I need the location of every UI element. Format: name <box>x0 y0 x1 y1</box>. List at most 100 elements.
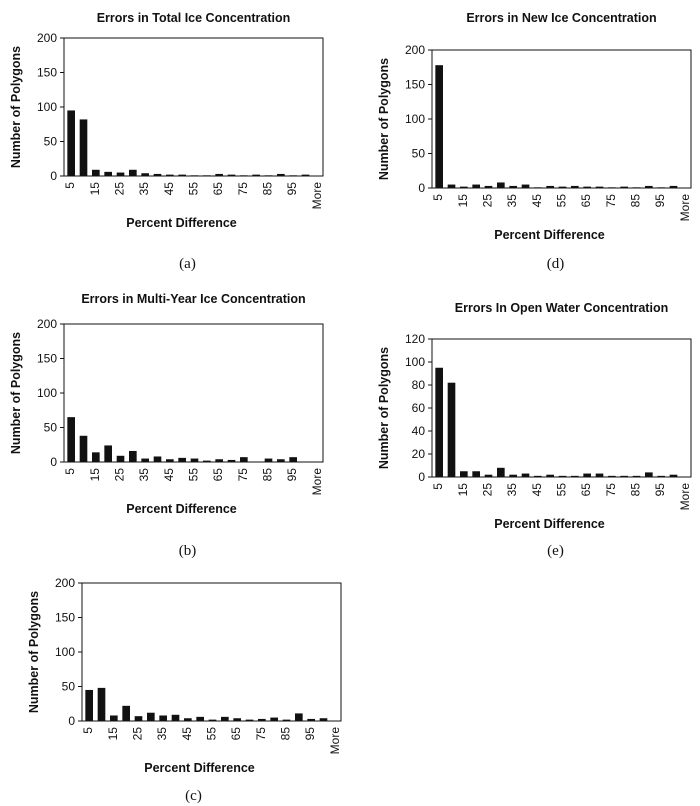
y-axis-label: Number of Polygons <box>9 46 23 168</box>
bar-35 <box>141 458 149 462</box>
bar-45 <box>166 459 174 462</box>
bar-70 <box>245 719 254 721</box>
bar-60 <box>571 185 579 188</box>
x-tick-label: 65 <box>579 194 593 208</box>
bar-10 <box>97 687 106 721</box>
bar-30 <box>129 169 137 176</box>
bar-50 <box>178 174 186 176</box>
y-tick-label: 150 <box>37 352 57 366</box>
x-tick-label: 5 <box>63 182 77 189</box>
bar-20 <box>472 184 480 188</box>
plot-frame <box>431 338 692 478</box>
bar-55 <box>190 458 199 462</box>
bar-65 <box>233 718 241 721</box>
bar-95 <box>307 718 315 721</box>
x-tick-label: 55 <box>555 194 569 208</box>
y-tick-label: 0 <box>50 455 57 469</box>
y-tick-label: 0 <box>418 470 425 484</box>
bar-35 <box>509 185 517 188</box>
bar-90 <box>645 472 653 477</box>
x-tick-label: 55 <box>187 182 201 196</box>
panel-caption: (c) <box>185 788 202 804</box>
panel-caption: (e) <box>547 543 564 559</box>
bar-65 <box>583 473 591 477</box>
bar-90 <box>277 173 285 176</box>
chart-title: Errors in New Ice Concentration <box>466 11 656 25</box>
bar-75 <box>608 475 616 477</box>
bar-60 <box>203 460 211 462</box>
bar-25 <box>484 185 493 188</box>
y-tick-label: 200 <box>55 576 75 590</box>
bar-55 <box>558 186 567 188</box>
y-tick-label: 100 <box>37 386 57 400</box>
bar-85 <box>264 175 273 176</box>
x-tick-label: 85 <box>279 727 293 741</box>
y-tick-label: 100 <box>405 355 425 369</box>
x-tick-label: 45 <box>530 194 544 208</box>
x-tick-label: 5 <box>81 727 95 734</box>
x-tick-label: 75 <box>236 468 250 482</box>
bar-90 <box>645 185 653 188</box>
bar-80 <box>270 717 278 721</box>
bar-55 <box>558 475 567 477</box>
y-tick-label: 60 <box>412 401 426 415</box>
bar-65 <box>583 186 591 188</box>
x-tick-label: 45 <box>162 468 176 482</box>
bar-60 <box>221 716 229 721</box>
x-tick-label: 45 <box>530 483 544 497</box>
panel-caption: (a) <box>179 256 196 272</box>
bar-50 <box>196 716 204 721</box>
x-axis-label: Percent Difference <box>494 228 605 242</box>
x-tick-label: 5 <box>431 483 445 490</box>
x-tick-label: More <box>328 727 342 755</box>
x-tick-label: 65 <box>211 182 225 196</box>
bar-40 <box>521 473 530 477</box>
bar-25 <box>134 716 143 721</box>
bar-10 <box>79 119 88 176</box>
chart-c: 0 50 100 150 200 5 15 25 35 45 55 65 75 85 95 More Perce… <box>27 576 342 804</box>
y-tick-label: 0 <box>68 714 75 728</box>
bar-65 <box>215 459 223 462</box>
bar-40 <box>171 714 180 721</box>
bar-30 <box>147 712 155 721</box>
bar-75 <box>240 457 248 462</box>
bar-100 <box>669 185 678 188</box>
bar-60 <box>571 475 579 477</box>
y-tick-label: 100 <box>55 645 75 659</box>
x-tick-label: 35 <box>137 182 151 196</box>
x-axis-label: Percent Difference <box>144 761 255 775</box>
bar-10 <box>447 184 456 188</box>
y-tick-label: 20 <box>412 447 426 461</box>
bar-100 <box>301 174 310 176</box>
x-tick-label: 25 <box>481 483 495 497</box>
x-tick-label: 85 <box>261 468 275 482</box>
chart-title: Errors in Multi-Year Ice Concentration <box>81 292 305 306</box>
plot-frame <box>81 582 342 722</box>
bar-10 <box>447 382 456 477</box>
bar-40 <box>153 173 162 176</box>
x-tick-label: 95 <box>653 194 667 208</box>
bar-25 <box>116 455 125 462</box>
y-tick-label: 50 <box>44 135 58 149</box>
y-tick-label: 80 <box>412 378 426 392</box>
y-tick-label: 150 <box>405 78 425 92</box>
plot-frame <box>431 49 692 189</box>
x-tick-label: 15 <box>106 727 120 741</box>
bar-100 <box>669 474 678 477</box>
bar-70 <box>595 186 604 188</box>
y-tick-label: 50 <box>62 680 76 694</box>
x-tick-label: 35 <box>505 483 519 497</box>
x-tick-label: 65 <box>211 468 225 482</box>
bar-95 <box>657 187 665 188</box>
bar-20 <box>104 445 112 462</box>
bar-70 <box>227 459 236 462</box>
bar-15 <box>460 186 468 188</box>
bar-35 <box>509 474 517 477</box>
chart-title: Errors in Total Ice Concentration <box>97 11 291 25</box>
y-tick-label: 0 <box>418 181 425 195</box>
x-tick-label: 25 <box>113 182 127 196</box>
bar-75 <box>240 175 248 176</box>
bar-5 <box>67 417 75 462</box>
bar-85 <box>632 187 641 188</box>
y-tick-label: 200 <box>405 43 425 57</box>
